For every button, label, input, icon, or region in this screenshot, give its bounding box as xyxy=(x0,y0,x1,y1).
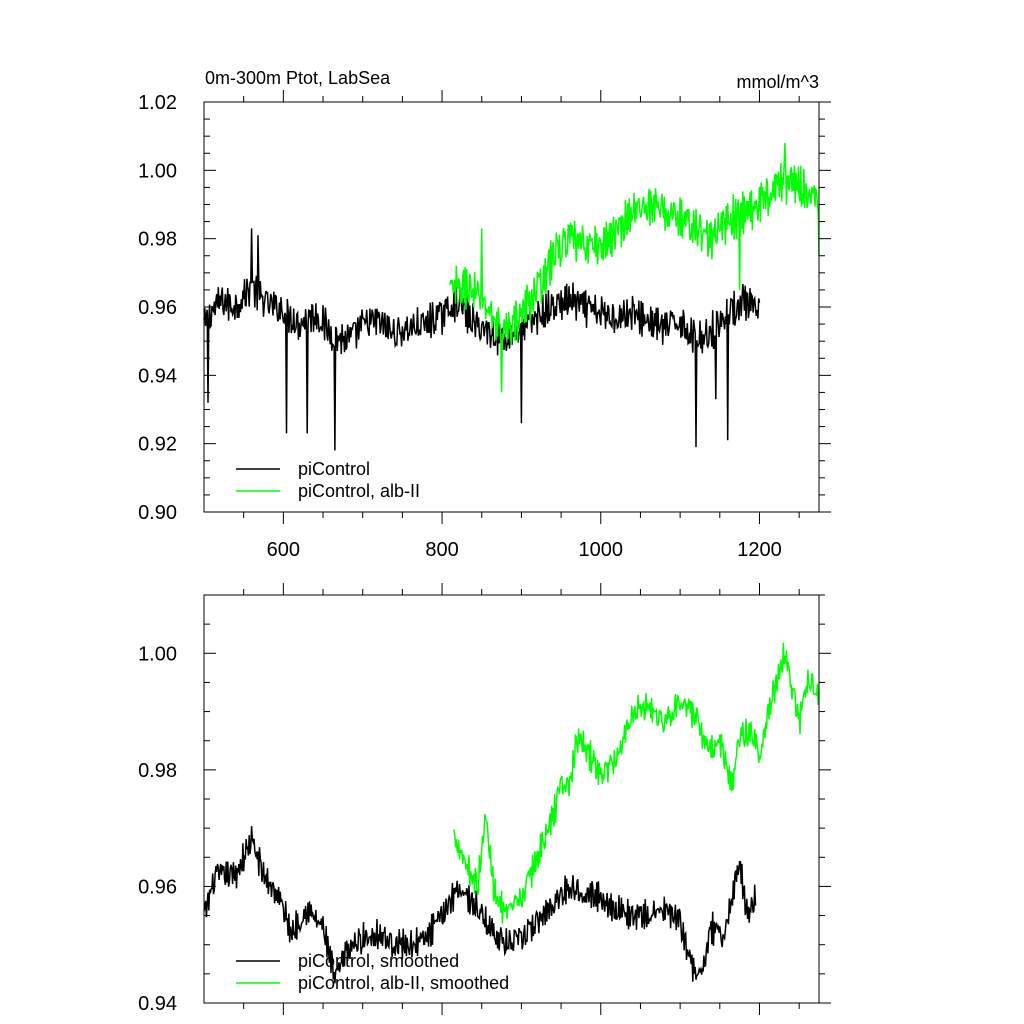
chart-title: 0m-300m Ptot, LabSea xyxy=(205,68,391,88)
series-line-picontrol xyxy=(203,228,761,451)
x-tick-label: 1000 xyxy=(579,539,624,561)
series-line-alb-ii xyxy=(453,642,820,924)
x-tick-label: 1200 xyxy=(737,539,782,561)
y-tick-label: 0.96 xyxy=(138,876,177,898)
x-tick-label: 800 xyxy=(425,539,458,561)
x-tick-label: 600 xyxy=(267,539,300,561)
y-tick-label: 0.98 xyxy=(138,760,177,782)
y-tick-label: 0.90 xyxy=(138,502,177,524)
y-tick-label: 1.02 xyxy=(138,92,177,114)
legend-label: piControl, smoothed xyxy=(298,951,459,971)
series-line-alb-ii xyxy=(449,142,820,393)
legend-label: piControl, alb-II xyxy=(298,481,420,501)
legend-label: piControl, alb-II, smoothed xyxy=(298,973,509,993)
units-label: mmol/m^3 xyxy=(737,72,819,92)
y-tick-label: 1.00 xyxy=(138,160,177,182)
y-tick-label: 0.94 xyxy=(138,365,177,387)
top-plot-area xyxy=(203,142,820,451)
y-tick-label: 0.96 xyxy=(138,297,177,319)
y-tick-label: 0.94 xyxy=(138,993,177,1015)
top-panel: 0m-300m Ptot, LabSea mmol/m^3 600 800 1000… xyxy=(138,68,831,561)
bottom-panel: 0.94 0.96 0.98 1.00 piControl, smoothedpiCo… xyxy=(138,583,831,1015)
top-axes: 600 800 1000 1200 0.90 0.92 0.94 0.96 0.98 1.00 1.… xyxy=(138,90,831,561)
y-tick-label: 1.00 xyxy=(138,643,177,665)
legend-label: piControl xyxy=(298,459,370,479)
y-tick-label: 0.98 xyxy=(138,229,177,251)
bottom-plot-frame xyxy=(203,594,820,1004)
bottom-axes: 0.94 0.96 0.98 1.00 xyxy=(138,583,831,1015)
top-plot-frame xyxy=(203,101,820,513)
series-line-picontrol xyxy=(203,826,757,984)
y-tick-label: 0.92 xyxy=(138,434,177,456)
bottom-plot-area xyxy=(203,642,820,984)
